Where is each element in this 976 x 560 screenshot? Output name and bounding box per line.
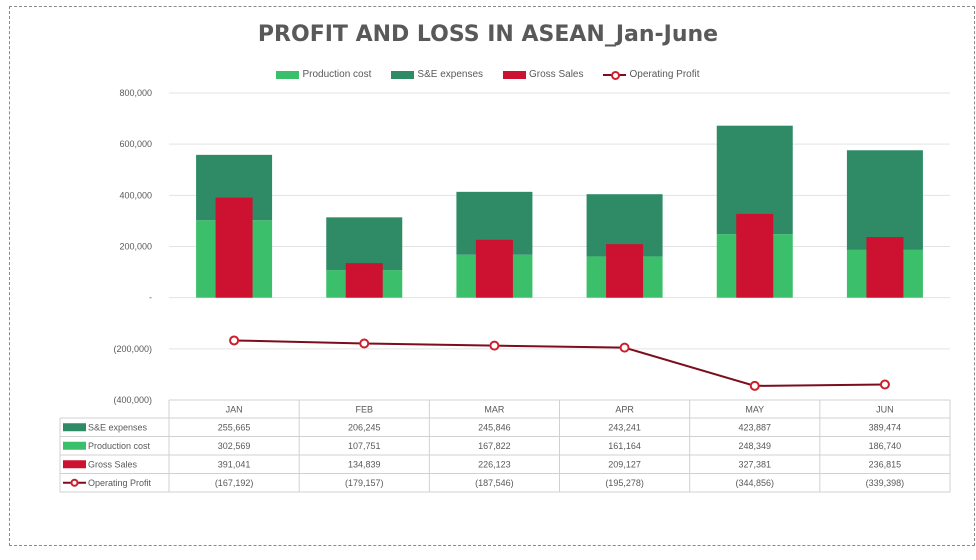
point-operating-profit	[359, 338, 370, 349]
legend-item-production-cost: Production cost	[276, 69, 371, 80]
table-cell: 243,241	[608, 422, 641, 432]
bar-gross-sales	[215, 197, 253, 298]
table-row-label-gross-sales: Gross Sales	[88, 459, 138, 469]
x-category-label: APR	[615, 405, 634, 415]
point-operating-profit	[619, 342, 630, 353]
bar-gross-sales	[606, 244, 644, 298]
x-category-label: FEB	[355, 405, 373, 415]
table-key-sande-expenses	[63, 423, 86, 432]
series-line-operating-profit	[234, 339, 885, 387]
legend-label-gross-sales: Gross Sales	[529, 69, 584, 80]
bar-sge-expenses	[326, 217, 403, 271]
legend-swatch-sge-expenses	[391, 70, 415, 79]
point-operating-profit	[879, 379, 890, 390]
table-cell: 327,381	[738, 459, 771, 469]
x-category-label: MAY	[745, 405, 764, 415]
point-operating-profit	[749, 380, 760, 391]
y-tick-label: 200,000	[119, 242, 152, 252]
legend-item-operating-profit: Operating Profit	[603, 69, 700, 80]
y-tick-label: (200,000)	[113, 344, 152, 354]
table-cell: 248,349	[738, 441, 771, 451]
y-tick-label: 400,000	[119, 190, 152, 200]
bar-gross-sales	[736, 213, 774, 298]
table-cell: (344,856)	[735, 478, 774, 488]
table-cell: (179,157)	[345, 478, 384, 488]
table-row-label-production-cost: Production cost	[88, 441, 151, 451]
bar-sge-expenses	[846, 150, 923, 250]
point-operating-profit	[489, 340, 500, 351]
table-cell: 236,815	[869, 459, 902, 469]
bar-gross-sales	[475, 239, 513, 298]
bar-gross-sales	[866, 237, 904, 298]
y-tick-label: (400,000)	[113, 395, 152, 405]
legend-swatch-production-cost	[276, 70, 300, 79]
table-row-label-sande-expenses: S&E expenses	[88, 422, 148, 432]
table-cell: 389,474	[869, 422, 902, 432]
table-cell: 245,846	[478, 422, 511, 432]
table-row-label-operating-profit: Operating Profit	[88, 478, 152, 488]
y-tick-label: 800,000	[119, 88, 152, 98]
chart-legend: Production cost S&E expenses Gross Sales…	[0, 69, 976, 80]
table-key-production-cost	[63, 441, 86, 450]
table-cell: (167,192)	[215, 478, 254, 488]
table-key-gross-sales	[63, 460, 86, 469]
table-cell: (195,278)	[605, 478, 644, 488]
legend-swatch-operating-profit	[603, 70, 627, 80]
chart-title: PROFIT AND LOSS IN ASEAN_Jan-June	[257, 22, 719, 47]
legend-swatch-gross-sales	[503, 70, 527, 79]
legend-label-production-cost: Production cost	[302, 69, 372, 80]
bar-gross-sales	[345, 263, 383, 298]
table-cell: 226,123	[478, 459, 511, 469]
table-cell: 255,665	[218, 422, 251, 432]
table-cell: (339,398)	[866, 478, 905, 488]
point-operating-profit	[229, 335, 240, 346]
chart-frame	[9, 6, 975, 546]
table-cell: 167,822	[478, 441, 511, 451]
y-tick-label: -	[149, 293, 152, 303]
table-cell: 423,887	[738, 422, 771, 432]
x-category-label: JUN	[876, 405, 894, 415]
table-cell: 186,740	[869, 441, 902, 451]
table-cell: 134,839	[348, 459, 381, 469]
table-cell: 302,569	[218, 441, 251, 451]
table-cell: 161,164	[608, 441, 641, 451]
legend-item-gross-sales: Gross Sales	[503, 69, 583, 80]
legend-label-sge-expenses: S&E expenses	[417, 69, 484, 80]
table-cell: 391,041	[218, 459, 251, 469]
table-key-marker-operating-profit	[70, 478, 79, 487]
legend-item-sge-expenses: S&E expenses	[391, 69, 483, 80]
legend-label-operating-profit: Operating Profit	[629, 69, 700, 80]
table-cell: 209,127	[608, 459, 641, 469]
y-tick-label: 600,000	[119, 139, 152, 149]
x-category-label: JAN	[226, 405, 243, 415]
table-cell: 107,751	[348, 441, 381, 451]
table-cell: (187,546)	[475, 478, 514, 488]
table-cell: 206,245	[348, 422, 381, 432]
x-category-label: MAR	[484, 405, 505, 415]
